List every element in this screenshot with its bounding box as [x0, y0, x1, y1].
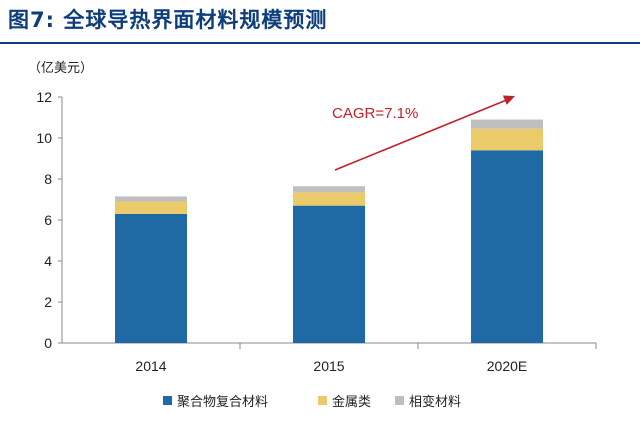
cagr-annotation: CAGR=7.1%: [332, 95, 515, 171]
x-tick-label: 2015: [313, 358, 344, 374]
title-underline: [0, 42, 640, 44]
cagr-arrow-head: [502, 95, 515, 105]
legend-swatch: [318, 396, 327, 405]
bar-segment: [293, 205, 365, 343]
bar-segment: [471, 128, 543, 151]
bar-segment: [115, 196, 187, 202]
y-axis-unit-label: （亿美元）: [28, 61, 93, 76]
y-tick-label: 4: [44, 253, 52, 269]
y-tick-label: 8: [44, 171, 52, 187]
bar-segment: [115, 201, 187, 214]
y-tick-label: 10: [36, 130, 52, 146]
bars: [115, 119, 543, 343]
y-tick-label: 6: [44, 212, 52, 228]
cagr-label: CAGR=7.1%: [332, 105, 418, 122]
y-tick-label: 12: [36, 89, 52, 105]
bar-segment: [293, 186, 365, 193]
x-tick-label: 2020E: [487, 358, 527, 374]
bar-segment: [471, 119, 543, 129]
legend-label: 金属类: [332, 394, 371, 410]
bar-segment: [471, 150, 543, 343]
chart-title: 图7: 全球导热界面材料规模预测: [8, 8, 328, 32]
cagr-arrow-line: [334, 98, 510, 171]
legend-label: 相变材料: [409, 394, 461, 410]
legend-swatch: [395, 396, 404, 405]
y-tick-label: 2: [44, 294, 52, 310]
bar-segment: [293, 192, 365, 206]
y-tick-label: 0: [44, 335, 52, 351]
x-tick-label: 2014: [135, 358, 166, 374]
legend-swatch: [163, 396, 172, 405]
legend: 聚合物复合材料 金属类 相变材料: [163, 394, 461, 410]
legend-label: 聚合物复合材料: [177, 395, 268, 410]
bar-segment: [115, 213, 187, 343]
